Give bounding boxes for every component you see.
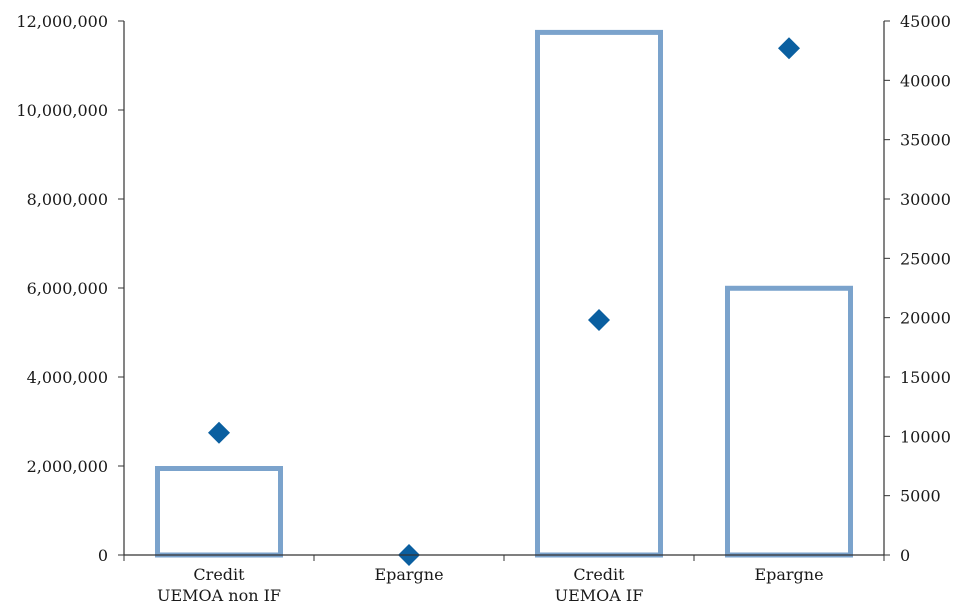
diamond-marker-0 xyxy=(208,421,230,444)
left-tick-label: 2,000,000 xyxy=(27,457,108,476)
right-tick-label: 0 xyxy=(900,546,910,565)
right-tick-label: 30000 xyxy=(900,190,951,209)
bar-2 xyxy=(535,29,663,558)
axes-layer xyxy=(118,20,890,561)
right-tick-label: 25000 xyxy=(900,249,951,268)
right-tick-label: 20000 xyxy=(900,309,951,328)
left-tick-label: 0 xyxy=(98,546,108,565)
right-tick-label: 10000 xyxy=(900,427,951,446)
right-tick-label: 35000 xyxy=(900,131,951,150)
left-tick-label: 10,000,000 xyxy=(16,101,108,120)
right-tick-label: 15000 xyxy=(900,368,951,387)
category-label-0: UEMOA non IF xyxy=(157,586,281,605)
left-tick-label: 8,000,000 xyxy=(27,190,108,209)
category-label-0: Credit xyxy=(193,565,245,584)
left-tick-label: 4,000,000 xyxy=(27,368,108,387)
right-tick-label: 40000 xyxy=(900,71,951,90)
category-label-1: Epargne xyxy=(374,565,443,584)
category-label-3: Epargne xyxy=(754,565,823,584)
markers-layer xyxy=(208,37,800,566)
left-tick-label: 12,000,000 xyxy=(16,12,108,31)
right-tick-label: 45000 xyxy=(900,12,951,31)
labels-layer: 0 2,000,000 4,000,000 6,000,000 8,000,000 10,… xyxy=(16,12,951,605)
diamond-marker-2 xyxy=(588,309,610,332)
category-label-2: UEMOA IF xyxy=(555,586,644,605)
left-tick-label: 6,000,000 xyxy=(27,279,108,298)
right-tick-label: 5000 xyxy=(900,487,941,506)
bars-layer xyxy=(155,29,853,558)
bar-0 xyxy=(155,466,283,558)
diamond-marker-3 xyxy=(778,37,800,60)
category-label-2: Credit xyxy=(573,565,625,584)
bar-3 xyxy=(725,285,853,558)
